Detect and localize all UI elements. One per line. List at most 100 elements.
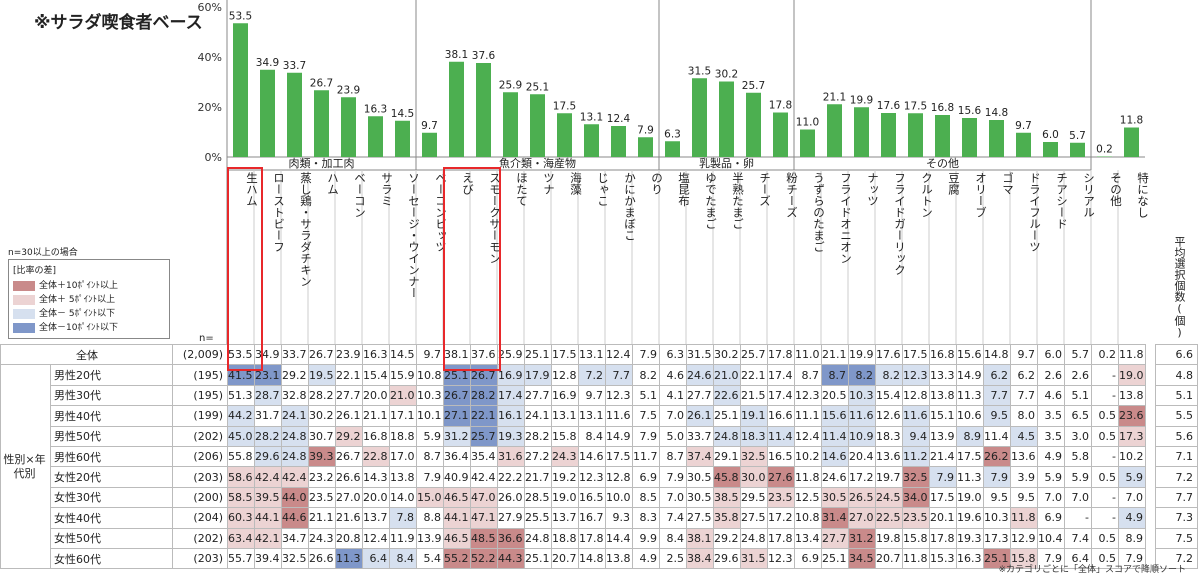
bar-value-label: 33.7 <box>283 60 306 72</box>
table-cell: 19.3 <box>956 527 984 549</box>
table-cell: 12.6 <box>875 405 903 427</box>
table-cell: 29.6 <box>713 547 741 570</box>
bar-value-label: 25.1 <box>526 81 549 93</box>
table-cell: 8.9 <box>956 425 984 447</box>
table-cell: 9.3 <box>605 507 633 529</box>
table-cell: 7.8 <box>389 507 417 529</box>
bar-value-label: 11.0 <box>796 117 819 129</box>
table-cell: 23.9 <box>335 343 363 366</box>
table-cell: 32.8 <box>281 384 309 407</box>
table-cell: 9.5 <box>983 405 1011 427</box>
category-label: ベーコン <box>353 172 366 218</box>
table-cell: 25.1 <box>524 547 552 570</box>
table-cell: 4.1 <box>659 384 687 407</box>
table-cell: 36.4 <box>443 445 471 468</box>
table-cell: 7.0 <box>659 486 687 509</box>
spacer <box>1145 364 1156 386</box>
table-row: 男性60代 (206) 55.8 29.6 24.8 39.3 26.7 22.8 17.0 8.… <box>1 445 1198 468</box>
table-cell: 28.2 <box>524 425 552 447</box>
category-label: 半熟たまご <box>731 172 744 230</box>
table-cell: - <box>1091 445 1119 468</box>
table-cell: 7.9 <box>659 466 687 488</box>
table-cell: 12.3 <box>605 384 633 407</box>
table-cell: 14.6 <box>578 445 606 468</box>
spacer <box>1145 385 1156 406</box>
table-cell: 5.7 <box>1064 343 1092 366</box>
table-cell: 16.7 <box>578 507 606 529</box>
table-cell: 55.8 <box>227 445 255 468</box>
table-cell: 19.7 <box>875 466 903 488</box>
bar <box>773 112 788 157</box>
table-row: 男性30代 (195) 51.3 28.7 32.8 28.2 27.7 20.0 21.0 10… <box>1 384 1198 407</box>
table-cell: 48.5 <box>470 527 498 549</box>
table-cell: 44.6 <box>281 507 309 529</box>
table-cell: 45.0 <box>227 425 255 447</box>
table-cell: 29.5 <box>740 486 768 509</box>
table-row: 女性20代 (203) 58.6 42.4 42.4 23.2 26.6 14.3 13.8 7.… <box>1 466 1198 488</box>
table-cell: 27.0 <box>848 507 876 529</box>
bar-chart: 53.5 34.9 33.7 26.7 23.9 16.3 14.5 9.7 38.1 37.6 2… <box>198 0 1145 344</box>
table-cell: 26.6 <box>308 547 336 570</box>
table-cell: 16.9 <box>497 364 525 386</box>
table-cell: 0.2 <box>1091 343 1119 366</box>
table-cell: 25.1 <box>524 343 552 366</box>
bar-value-labels: 53.5 34.9 33.7 26.7 23.9 16.3 14.5 9.7 38.1 37.6 2… <box>229 10 1143 155</box>
bar <box>233 23 248 157</box>
table-cell: 12.8 <box>605 466 633 488</box>
table-cell: 27.5 <box>740 507 768 529</box>
average-count: 7.5 <box>1155 527 1198 549</box>
table-cell: 28.5 <box>524 486 552 509</box>
table-cell: 17.4 <box>767 384 795 407</box>
bar <box>827 104 842 157</box>
category-label: のり <box>650 172 663 195</box>
table-cell: 7.4 <box>659 507 687 529</box>
bars <box>233 23 1139 157</box>
table-cell: 2.6 <box>1037 364 1065 386</box>
table-cell: 14.8 <box>983 343 1011 366</box>
table-cell: 14.6 <box>821 445 849 468</box>
table-cell: 14.0 <box>389 486 417 509</box>
table-cell: 8.9 <box>1118 527 1146 549</box>
table-cell: 5.9 <box>1118 466 1146 488</box>
average-count: 7.1 <box>1155 445 1198 468</box>
bar-value-label: 19.9 <box>850 94 873 106</box>
category-label: チーズ <box>758 172 771 207</box>
legend-item-up5: 全体＋ 5ﾎﾟｲﾝﾄ以上 <box>13 292 115 305</box>
bar-value-label: 34.9 <box>256 57 279 69</box>
table-cell: 8.4 <box>659 527 687 549</box>
table-cell: 4.9 <box>1037 445 1065 468</box>
table-cell: 18.8 <box>551 527 579 549</box>
table-cell: 5.8 <box>1064 445 1092 468</box>
table-cell: 6.5 <box>1064 405 1092 427</box>
table-cell: 17.2 <box>767 507 795 529</box>
footnote: ※カテゴリごとに「全体」スコアで降順ソート <box>998 565 1186 575</box>
row-group-label: 性別×年代別 <box>0 364 51 570</box>
table-cell: - <box>1091 364 1119 386</box>
table-cell: 20.5 <box>821 384 849 407</box>
spacer <box>1145 344 1156 365</box>
table-cell: 41.5 <box>227 364 255 386</box>
category-label: フライドオニオン <box>839 172 852 264</box>
table-cell: 10.2 <box>1118 445 1146 468</box>
table-cell: 32.5 <box>902 466 930 488</box>
table-cell: 31.4 <box>821 507 849 529</box>
table-cell: 34.0 <box>902 486 930 509</box>
category-label: その他 <box>1109 172 1122 207</box>
table-cell: 38.1 <box>686 527 714 549</box>
table-cell: 8.8 <box>416 507 444 529</box>
table-cell: 20.4 <box>848 445 876 468</box>
table-cell: 13.8 <box>389 466 417 488</box>
table-cell: 17.1 <box>389 405 417 427</box>
table-cell: 6.9 <box>1037 507 1065 529</box>
table-cell: 4.6 <box>659 364 687 386</box>
table-cell: 17.0 <box>389 445 417 468</box>
table-cell: 27.7 <box>686 384 714 407</box>
table-cell: 13.1 <box>578 343 606 366</box>
table-cell: 24.1 <box>524 405 552 427</box>
table-cell: 13.1 <box>551 405 579 427</box>
legend-swatch <box>13 280 35 291</box>
bar-value-label: 25.7 <box>742 80 765 92</box>
table-cell: 42.4 <box>254 466 282 488</box>
table-cell: 11.2 <box>902 445 930 468</box>
table-cell: 21.0 <box>389 384 417 407</box>
